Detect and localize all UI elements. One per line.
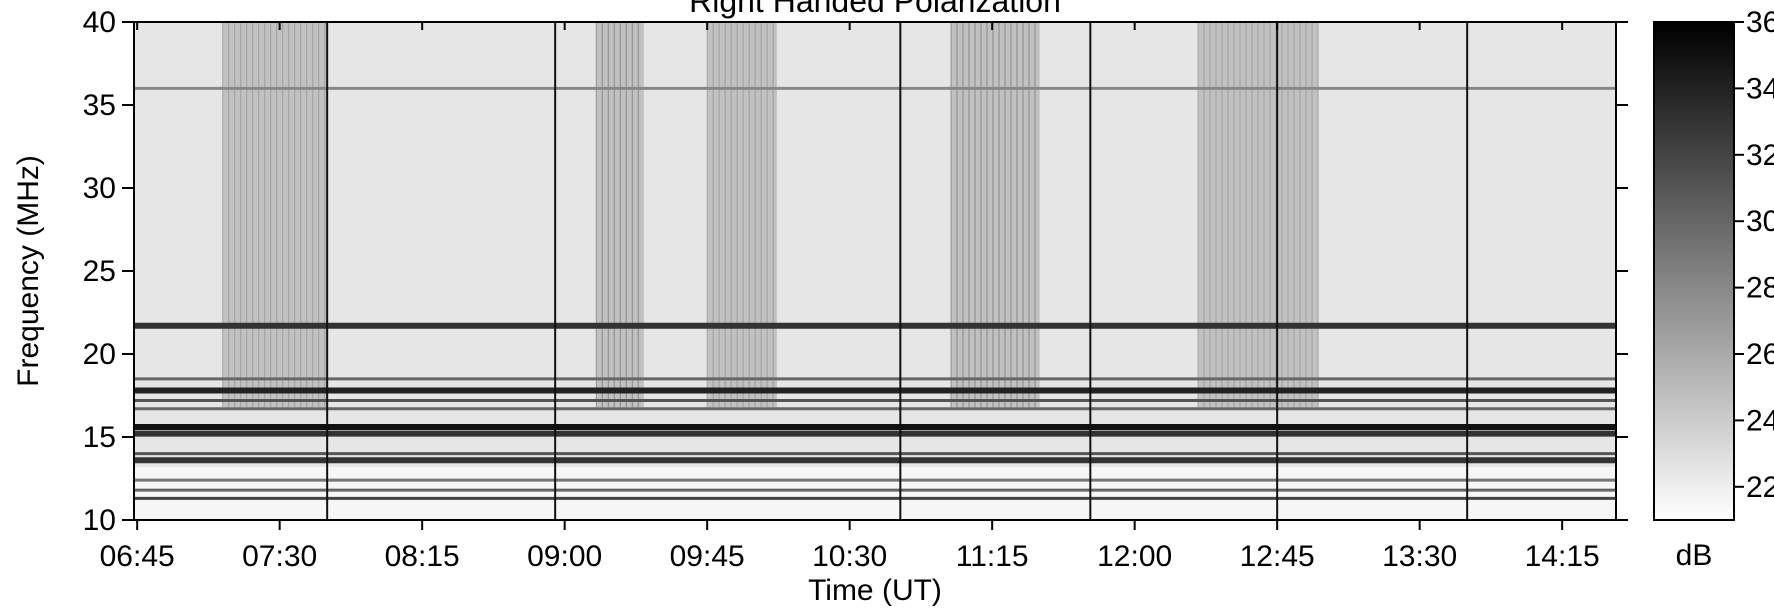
y-axis: 10 15 20 25 30 35 40 — [83, 6, 1628, 537]
low-band-region — [134, 466, 1616, 520]
colorbar-label: dB — [1676, 539, 1713, 572]
spectrogram-area — [134, 22, 1616, 520]
x-tick-label: 09:45 — [670, 540, 745, 573]
y-tick-label: 15 — [83, 421, 116, 454]
colorbar-tick-label: 34 — [1746, 72, 1774, 105]
colorbar-tick-label: 36 — [1746, 6, 1774, 39]
chart-title: Right Handed Polarization — [689, 0, 1061, 19]
x-tick-label: 11:15 — [956, 540, 1029, 573]
x-tick-label: 13:30 — [1382, 540, 1457, 573]
x-tick-label: 06:45 — [100, 540, 175, 573]
x-tick-label: 14:15 — [1525, 540, 1600, 573]
vertical-lines — [326, 22, 1469, 520]
y-tick-label: 10 — [83, 504, 116, 537]
colorbar-tick-label: 22 — [1746, 471, 1774, 504]
x-tick-label: 12:45 — [1240, 540, 1315, 573]
y-axis-label: Frequency (MHz) — [12, 155, 45, 387]
burst-region — [951, 22, 1040, 408]
x-tick-label: 09:00 — [527, 540, 602, 573]
colorbar-axis: 22 24 26 28 30 32 34 36 — [1734, 6, 1774, 504]
spectrogram-background — [134, 22, 1616, 520]
burst-region — [222, 22, 328, 408]
narrowband-lines — [134, 86, 1616, 500]
x-axis: 06:45 07:30 08:15 09:00 09:45 10:30 11:15 12:00… — [100, 22, 1600, 573]
y-tick-label: 30 — [83, 172, 116, 205]
colorbar-tick-label: 24 — [1746, 404, 1774, 437]
burst-region — [707, 22, 777, 408]
x-axis-label: Time (UT) — [808, 574, 942, 607]
colorbar-tick-label: 28 — [1746, 272, 1774, 305]
x-tick-label: 08:15 — [385, 540, 460, 573]
colorbar-tick-label: 30 — [1746, 205, 1774, 238]
colorbar-tick-label: 32 — [1746, 139, 1774, 172]
y-tick-label: 40 — [83, 6, 116, 39]
y-tick-label: 25 — [83, 255, 116, 288]
y-tick-label: 20 — [83, 338, 116, 371]
x-tick-label: 10:30 — [812, 540, 887, 573]
colorbar — [1653, 21, 1735, 521]
x-tick-label: 12:00 — [1097, 540, 1172, 573]
burst-regions — [222, 22, 1319, 408]
colorbar-tick-label: 26 — [1746, 338, 1774, 371]
y-tick-label: 35 — [83, 89, 116, 122]
x-tick-label: 07:30 — [242, 540, 317, 573]
